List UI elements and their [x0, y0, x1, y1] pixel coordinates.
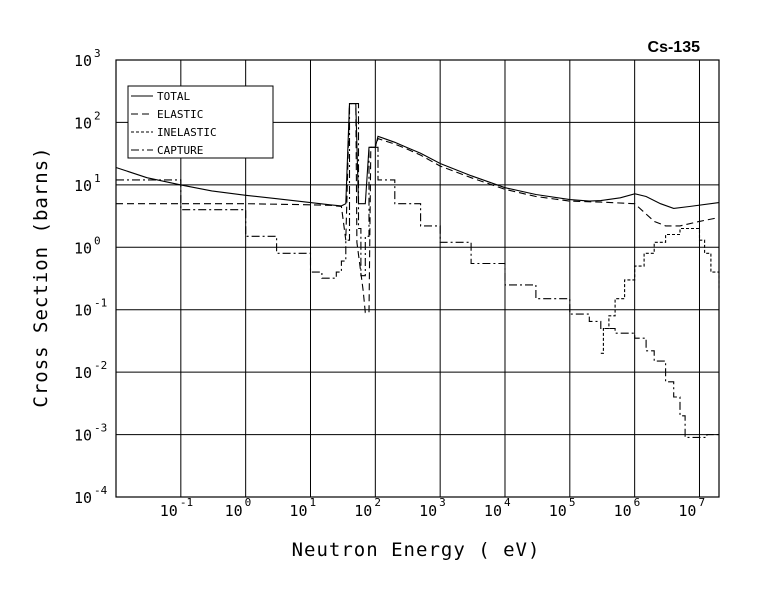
x-tick-label: 10 4	[484, 496, 511, 520]
x-tick-label: 10 5	[549, 496, 576, 520]
y-tick-label: 10 -3	[74, 422, 107, 445]
svg-text:10: 10	[74, 302, 92, 320]
x-axis-label: Neutron Energy ( eV)	[292, 539, 541, 561]
chart-title: Cs-135	[648, 39, 701, 56]
svg-text:10: 10	[74, 364, 92, 382]
series-line-total	[115, 103, 720, 209]
svg-text:-2: -2	[94, 359, 107, 372]
svg-text:10: 10	[74, 239, 92, 257]
svg-text:1: 1	[309, 496, 316, 509]
legend-box	[127, 85, 274, 159]
svg-text:2: 2	[374, 496, 381, 509]
svg-text:-4: -4	[94, 484, 108, 497]
svg-text:10: 10	[74, 427, 92, 445]
x-tick-label: 10 3	[419, 496, 446, 520]
series-line-elastic	[116, 103, 720, 314]
svg-text:10: 10	[289, 502, 307, 520]
svg-text:3: 3	[439, 496, 446, 509]
svg-text:10: 10	[74, 177, 92, 195]
svg-text:10: 10	[74, 114, 92, 132]
y-tick-label: 10 -4	[74, 484, 108, 507]
svg-text:-1: -1	[180, 496, 193, 509]
y-tick-label: 10 0	[74, 234, 101, 257]
svg-text:3: 3	[94, 47, 101, 60]
svg-text:5: 5	[569, 496, 576, 509]
y-tick-label: 10 1	[74, 172, 101, 195]
x-tick-label: 10 1	[289, 496, 316, 520]
svg-text:10: 10	[678, 502, 696, 520]
svg-text:7: 7	[698, 496, 705, 509]
svg-text:0: 0	[94, 234, 101, 247]
svg-text:0: 0	[245, 496, 252, 509]
series-line-capture	[116, 103, 720, 438]
x-tick-label: 10 0	[225, 496, 252, 520]
x-tick-labels: 10 -1 10 0 10 1 10 2 10 3 10 4 10 5 10 6 10 7	[160, 496, 705, 520]
legend: TOTAL ELASTIC INELASTIC CAPTURE	[127, 85, 274, 159]
svg-text:2: 2	[94, 109, 101, 122]
x-tick-label: 10 7	[678, 496, 705, 520]
svg-text:4: 4	[504, 496, 511, 509]
svg-text:10: 10	[614, 502, 632, 520]
y-tick-label: 10 -1	[74, 297, 107, 320]
y-tick-label: 10 3	[74, 47, 101, 70]
svg-text:-3: -3	[94, 422, 107, 435]
svg-text:10: 10	[74, 489, 92, 507]
svg-text:10: 10	[225, 502, 243, 520]
svg-text:1: 1	[94, 172, 101, 185]
svg-text:10: 10	[484, 502, 502, 520]
svg-text:10: 10	[549, 502, 567, 520]
svg-text:6: 6	[634, 496, 641, 509]
series-layer	[115, 103, 720, 438]
svg-text:-1: -1	[94, 297, 107, 310]
series-line-inelastic	[600, 227, 720, 354]
y-tick-label: 10 2	[74, 109, 101, 132]
y-tick-label: 10 -2	[74, 359, 107, 382]
x-tick-label: 10 -1	[160, 496, 193, 520]
x-tick-label: 10 6	[614, 496, 641, 520]
legend-label-inelastic: INELASTIC	[157, 126, 217, 139]
legend-label-capture: CAPTURE	[157, 144, 203, 157]
legend-label-elastic: ELASTIC	[157, 108, 203, 121]
svg-text:10: 10	[354, 502, 372, 520]
svg-text:10: 10	[74, 52, 92, 70]
plot-frame	[115, 59, 720, 498]
legend-label-total: TOTAL	[157, 90, 190, 103]
svg-text:10: 10	[419, 502, 437, 520]
x-tick-label: 10 2	[354, 496, 381, 520]
svg-text:10: 10	[160, 502, 178, 520]
y-axis-label: Cross Section (barns)	[30, 146, 52, 407]
